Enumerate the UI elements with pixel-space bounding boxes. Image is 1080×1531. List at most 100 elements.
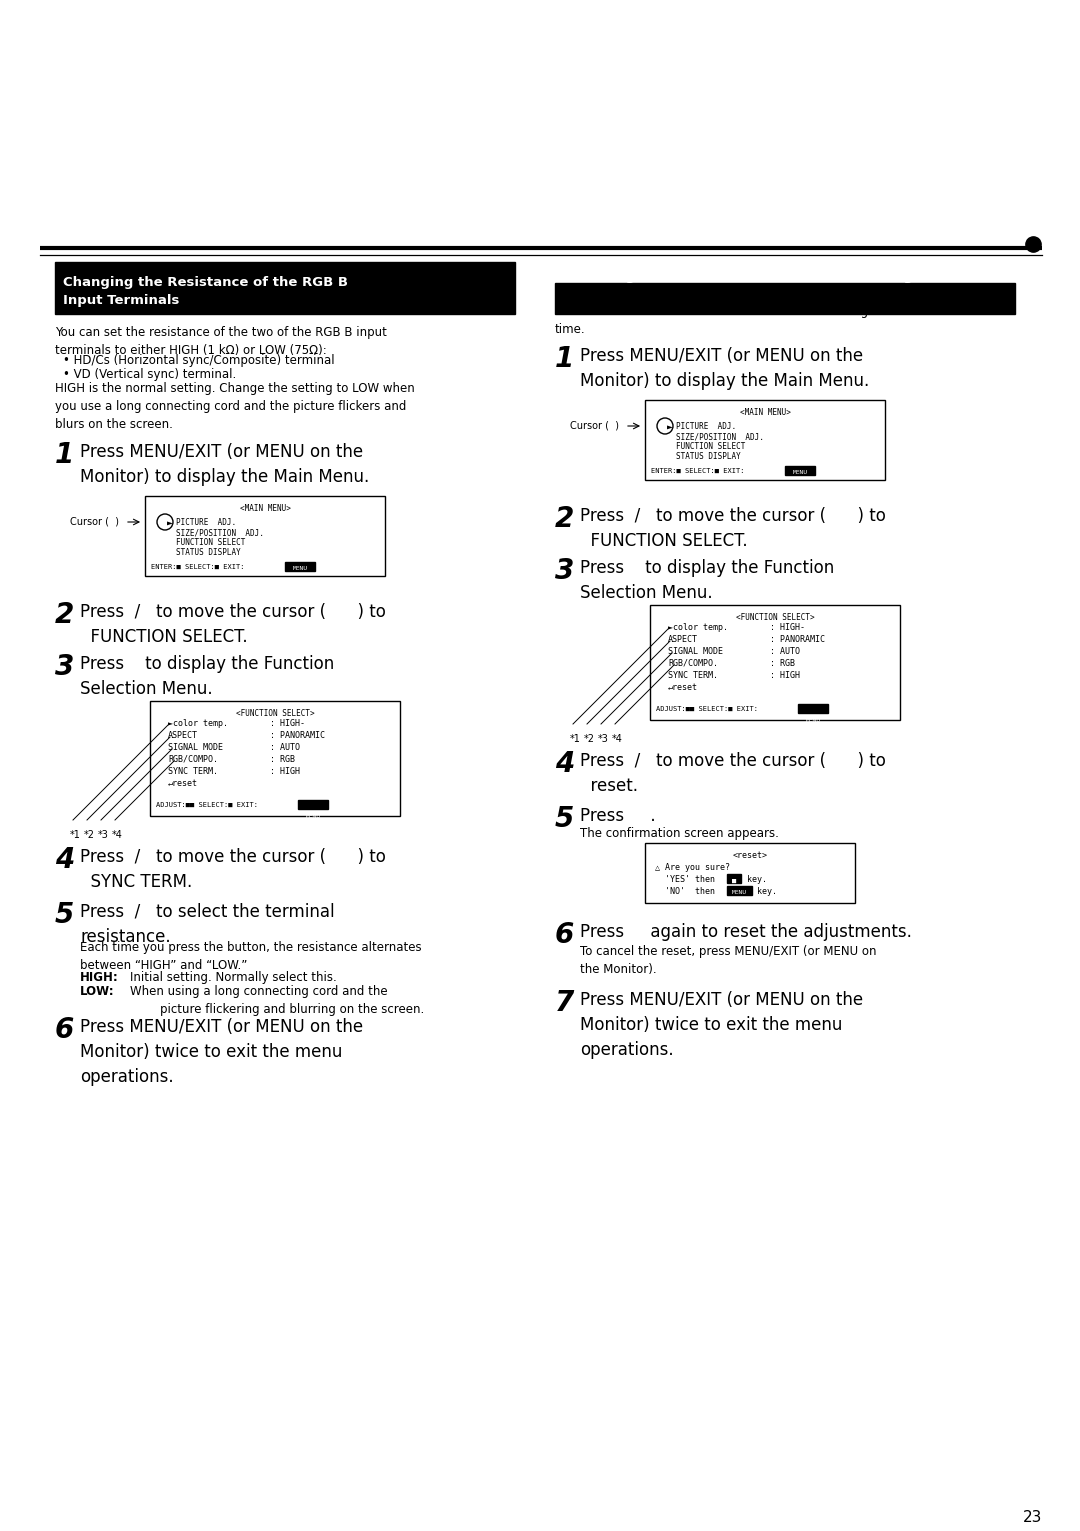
Text: key.: key. xyxy=(752,886,777,896)
Text: Press     .: Press . xyxy=(580,807,656,825)
Text: : AUTO: : AUTO xyxy=(770,648,800,655)
Text: ↵reset: ↵reset xyxy=(669,683,698,692)
Text: 5: 5 xyxy=(55,902,75,929)
Bar xyxy=(645,400,885,481)
Text: RGB/COMPO.: RGB/COMPO. xyxy=(168,755,218,764)
Text: Press    to display the Function
Selection Menu.: Press to display the Function Selection … xyxy=(80,655,334,698)
Text: HIGH:: HIGH: xyxy=(80,971,119,984)
Text: SIZE/POSITION  ADJ.: SIZE/POSITION ADJ. xyxy=(176,528,264,537)
Text: SYNC TERM.: SYNC TERM. xyxy=(669,671,718,680)
Bar xyxy=(785,465,815,475)
Text: STATUS DISPLAY: STATUS DISPLAY xyxy=(176,548,241,557)
Bar xyxy=(55,262,515,314)
Text: MENU: MENU xyxy=(306,814,321,819)
Text: ADJUST:■■ SELECT:■ EXIT:: ADJUST:■■ SELECT:■ EXIT: xyxy=(156,802,258,808)
Text: 5: 5 xyxy=(555,805,575,833)
Text: : HIGH: : HIGH xyxy=(770,671,800,680)
Text: You can reset all the Function Selection Menu settings at a
time.: You can reset all the Function Selection… xyxy=(555,305,901,335)
Text: STATUS DISPLAY: STATUS DISPLAY xyxy=(676,452,741,461)
Bar xyxy=(285,562,315,571)
Text: 1: 1 xyxy=(55,441,75,468)
Text: ENTER:■ SELECT:■ EXIT:: ENTER:■ SELECT:■ EXIT: xyxy=(651,468,744,475)
Text: SIGNAL MODE: SIGNAL MODE xyxy=(168,743,222,752)
Text: <FUNCTION SELECT>: <FUNCTION SELECT> xyxy=(735,612,814,622)
Text: *1: *1 xyxy=(570,733,581,744)
Text: 3: 3 xyxy=(55,654,75,681)
Text: RGB/COMPO.: RGB/COMPO. xyxy=(669,658,718,668)
Text: <MAIN MENU>: <MAIN MENU> xyxy=(740,407,791,416)
Text: ►color temp.: ►color temp. xyxy=(168,720,228,729)
Text: LOW:: LOW: xyxy=(80,984,114,998)
Text: SYNC TERM.: SYNC TERM. xyxy=(168,767,218,776)
Text: 6: 6 xyxy=(55,1017,75,1044)
Text: MENU: MENU xyxy=(293,566,308,571)
Text: ►: ► xyxy=(167,517,173,528)
Text: : PANORAMIC: : PANORAMIC xyxy=(270,730,325,739)
Text: ASPECT: ASPECT xyxy=(168,730,198,739)
Text: Press  /   to move the cursor (      ) to
  SYNC TERM.: Press / to move the cursor ( ) to SYNC T… xyxy=(80,848,386,891)
Text: 23: 23 xyxy=(1023,1510,1042,1525)
Text: • HD/Cs (Horizontal sync/Composite) terminal: • HD/Cs (Horizontal sync/Composite) term… xyxy=(63,354,335,367)
Text: Initial setting. Normally select this.: Initial setting. Normally select this. xyxy=(130,971,337,984)
Text: *2: *2 xyxy=(584,733,595,744)
Text: To cancel the reset, press MENU/EXIT (or MENU on
the Monitor).: To cancel the reset, press MENU/EXIT (or… xyxy=(580,945,877,975)
Text: 7: 7 xyxy=(555,989,575,1017)
Bar xyxy=(727,874,741,883)
Text: Press  /   to move the cursor (      ) to
  FUNCTION SELECT.: Press / to move the cursor ( ) to FUNCTI… xyxy=(580,507,886,550)
Text: *3: *3 xyxy=(98,830,109,841)
Text: MENU: MENU xyxy=(731,890,746,896)
Text: ASPECT: ASPECT xyxy=(669,635,698,645)
Text: 6: 6 xyxy=(555,922,575,949)
Text: Each time you press the button, the resistance alternates
between “HIGH” and “LO: Each time you press the button, the resi… xyxy=(80,942,421,972)
Text: ■: ■ xyxy=(732,877,737,883)
Bar xyxy=(555,283,1015,314)
Text: 2: 2 xyxy=(555,505,575,533)
Bar xyxy=(798,704,828,713)
Text: • VD (Vertical sync) terminal.: • VD (Vertical sync) terminal. xyxy=(63,367,237,381)
Text: <reset>: <reset> xyxy=(732,851,768,860)
Text: SIZE/POSITION  ADJ.: SIZE/POSITION ADJ. xyxy=(676,432,764,441)
Text: : HIGH: : HIGH xyxy=(270,767,300,776)
Text: Press MENU/EXIT (or MENU on the
Monitor) to display the Main Menu.: Press MENU/EXIT (or MENU on the Monitor)… xyxy=(580,348,869,390)
Text: *1: *1 xyxy=(70,830,81,841)
Text: <MAIN MENU>: <MAIN MENU> xyxy=(240,504,291,513)
Text: Changing the Resistance of the RGB B: Changing the Resistance of the RGB B xyxy=(63,276,348,289)
Text: MENU: MENU xyxy=(793,470,808,475)
Text: ENTER:■ SELECT:■ EXIT:: ENTER:■ SELECT:■ EXIT: xyxy=(151,563,244,570)
Bar xyxy=(645,844,855,903)
Bar xyxy=(150,701,400,816)
Text: Press    to display the Function
Selection Menu.: Press to display the Function Selection … xyxy=(580,559,834,602)
Text: Cursor (  ): Cursor ( ) xyxy=(570,421,619,432)
Text: The confirmation screen appears.: The confirmation screen appears. xyxy=(580,827,779,841)
Text: *4: *4 xyxy=(612,733,623,744)
Bar xyxy=(145,496,384,576)
Text: ►: ► xyxy=(667,423,673,432)
Text: Press  /   to select the terminal
resistance.: Press / to select the terminal resistanc… xyxy=(80,903,335,946)
Text: ►color temp.: ►color temp. xyxy=(669,623,728,632)
Text: HIGH is the normal setting. Change the setting to LOW when
you use a long connec: HIGH is the normal setting. Change the s… xyxy=(55,383,415,432)
Text: Press MENU/EXIT (or MENU on the
Monitor) twice to exit the menu
operations.: Press MENU/EXIT (or MENU on the Monitor)… xyxy=(580,991,863,1059)
Text: You can set the resistance of the two of the RGB B input
terminals to either HIG: You can set the resistance of the two of… xyxy=(55,326,387,357)
Bar xyxy=(650,605,900,720)
Text: : HIGH-: : HIGH- xyxy=(770,623,805,632)
Text: Press     again to reset the adjustments.: Press again to reset the adjustments. xyxy=(580,923,912,942)
Text: FUNCTION SELECT: FUNCTION SELECT xyxy=(676,442,745,452)
Text: MENU: MENU xyxy=(806,718,821,723)
Text: 4: 4 xyxy=(555,750,575,778)
Text: PICTURE  ADJ.: PICTURE ADJ. xyxy=(676,423,737,432)
Text: : AUTO: : AUTO xyxy=(270,743,300,752)
Text: Cursor (  ): Cursor ( ) xyxy=(70,517,119,527)
Text: <FUNCTION SELECT>: <FUNCTION SELECT> xyxy=(235,709,314,718)
Text: Press  /   to move the cursor (      ) to
  FUNCTION SELECT.: Press / to move the cursor ( ) to FUNCTI… xyxy=(80,603,386,646)
Text: Input Terminals: Input Terminals xyxy=(63,294,179,308)
Text: 1: 1 xyxy=(555,344,575,374)
Text: 2: 2 xyxy=(55,602,75,629)
Text: Press  /   to move the cursor (      ) to
  reset.: Press / to move the cursor ( ) to reset. xyxy=(580,752,886,795)
Text: *4: *4 xyxy=(112,830,123,841)
Text: ADJUST:■■ SELECT:■ EXIT:: ADJUST:■■ SELECT:■ EXIT: xyxy=(656,706,758,712)
Text: 3: 3 xyxy=(555,557,575,585)
Text: When using a long connecting cord and the
        picture flickering and blurrin: When using a long connecting cord and th… xyxy=(130,984,424,1017)
Text: : HIGH-: : HIGH- xyxy=(270,720,305,729)
Text: 'NO'  then: 'NO' then xyxy=(654,886,715,896)
Text: △ Are you sure?: △ Are you sure? xyxy=(654,863,730,873)
